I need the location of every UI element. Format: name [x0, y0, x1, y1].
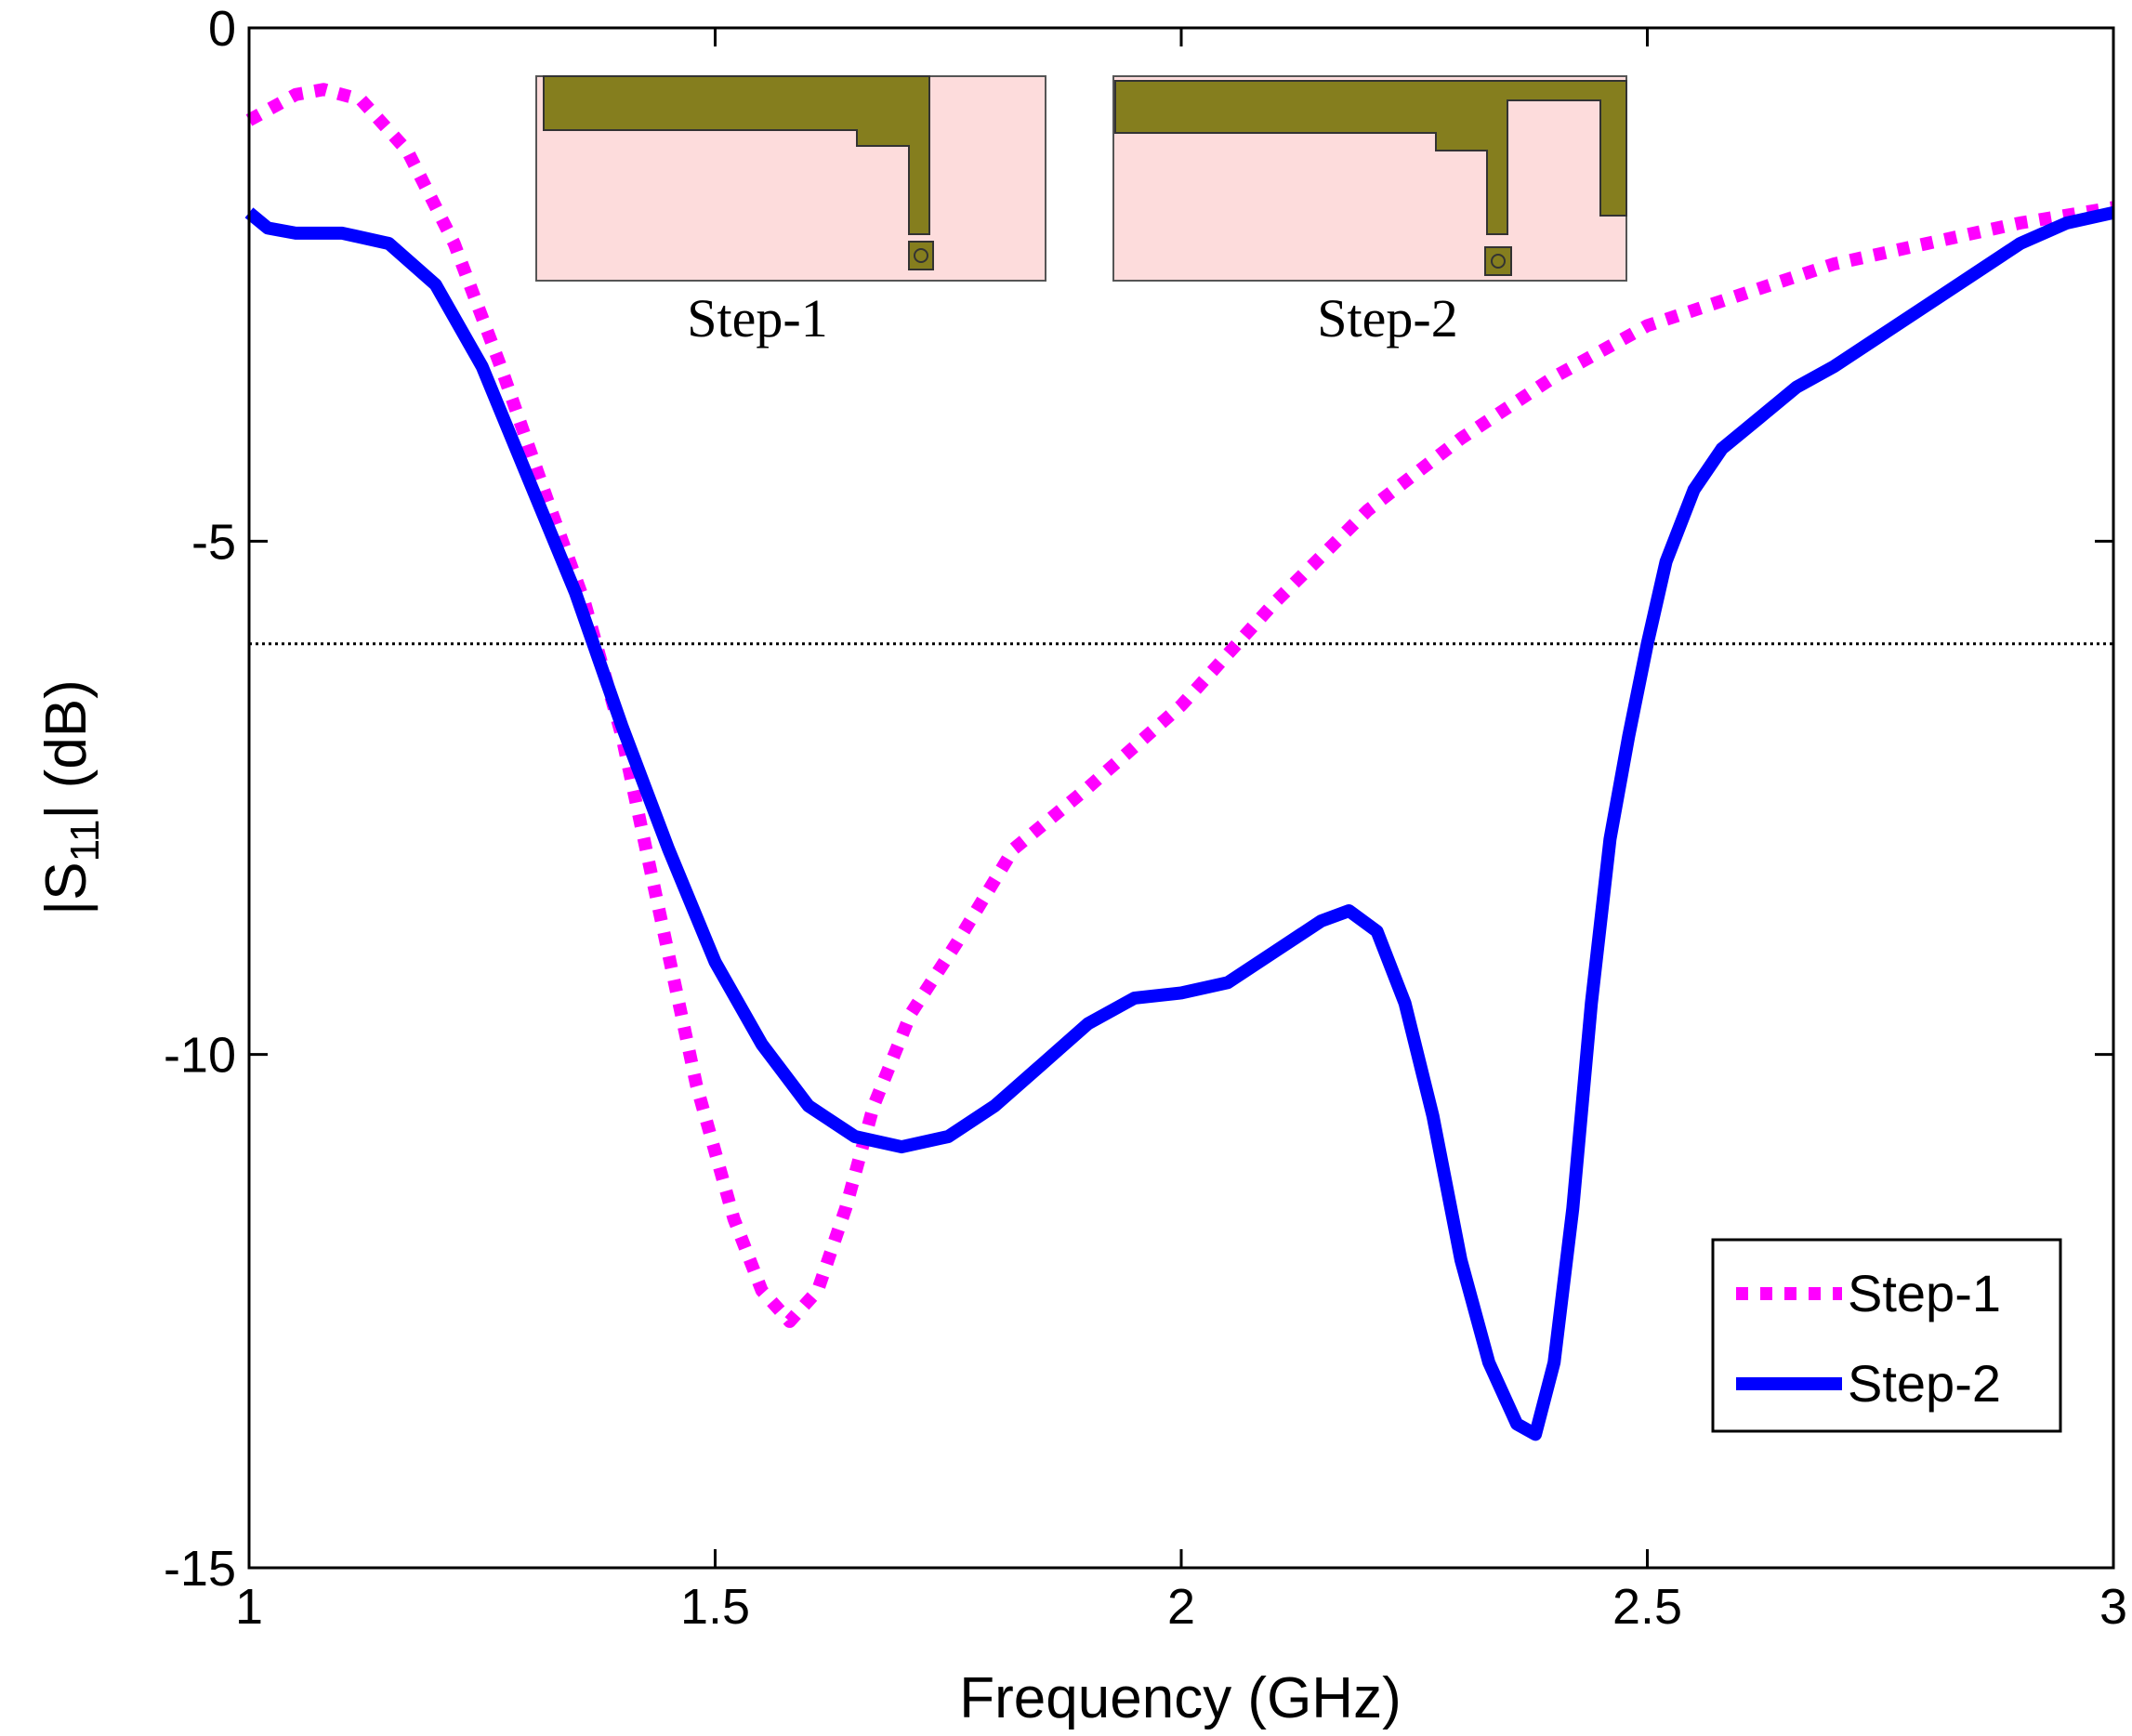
inset-1-feed-hole: [914, 248, 928, 263]
x-tick-label: 3: [2099, 1579, 2127, 1635]
inset-1-feed: [908, 241, 934, 270]
x-tick-label: 1: [235, 1579, 263, 1635]
legend-box: [1711, 1238, 2062, 1433]
y-tick-label: -10: [164, 1028, 236, 1084]
inset-1-patch: [543, 75, 930, 235]
y-tick-label: 0: [208, 1, 236, 57]
inset-2-feed: [1484, 246, 1512, 276]
x-tick-label: 1.5: [680, 1579, 750, 1635]
inset-2-patch: [1114, 80, 1627, 235]
y-axis-label-main: |S: [34, 861, 99, 914]
inset-step-1: Step-1: [535, 75, 1046, 349]
axis-tick-labels: 1 1.5 2 2.5 3 0 -5 -10 -15: [164, 1, 2127, 1635]
series-step-1-line: [245, 83, 2115, 1328]
inset-2-caption: Step-2: [1317, 288, 1457, 349]
inset-2-feed-hole: [1491, 254, 1506, 269]
y-axis-label-tail: | (dB): [34, 679, 99, 819]
y-axis-label: |S11| (dB): [34, 679, 108, 915]
y-tick-label: -15: [164, 1541, 236, 1597]
inset-1-caption: Step-1: [687, 288, 827, 349]
x-tick-label: 2: [1167, 1579, 1195, 1635]
inset-step-2: Step-2: [1112, 75, 1627, 349]
axis-ticks: [247, 26, 2115, 1570]
x-tick-label: 2.5: [1612, 1579, 1682, 1635]
series-step-2-line: [244, 205, 2115, 1441]
legend-step-2-label: Step-2: [1848, 1354, 2001, 1413]
legend: Step-1 Step-2: [1711, 1238, 2062, 1433]
y-axis-label-subscript: 11: [62, 820, 108, 862]
x-axis-label: Frequency (GHz): [959, 1666, 1401, 1730]
y-tick-label: -5: [191, 514, 236, 570]
legend-step-1-label: Step-1: [1848, 1264, 2001, 1322]
